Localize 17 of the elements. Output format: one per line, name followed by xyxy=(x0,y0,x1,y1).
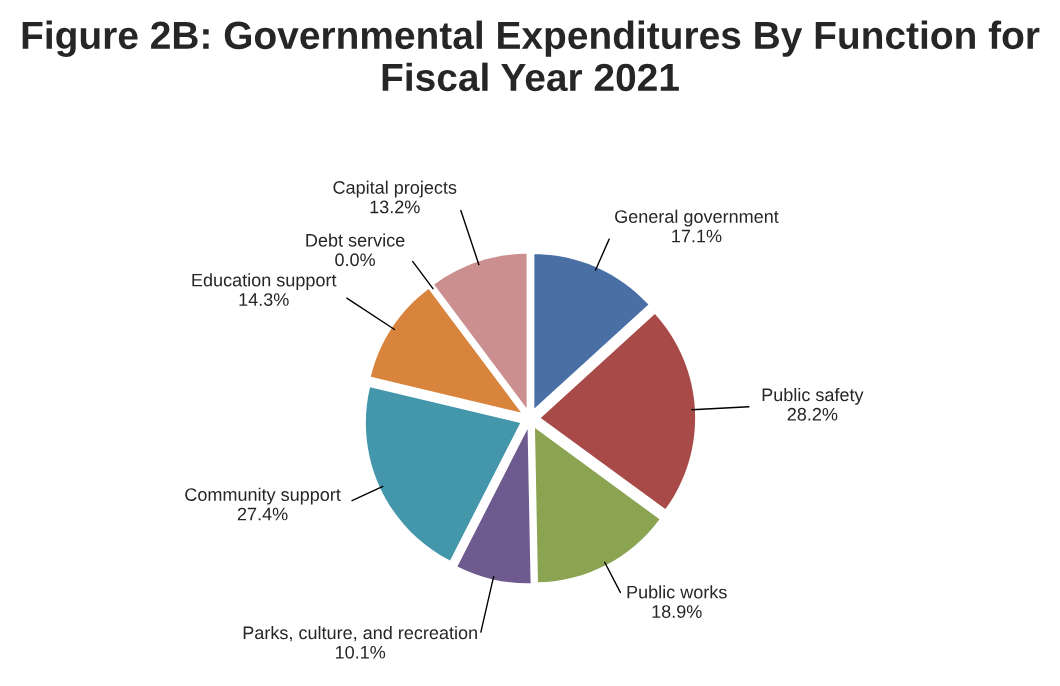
data-label: 17.1% xyxy=(672,229,722,243)
text: 0.0% xyxy=(335,253,375,267)
data-label: 13.2% xyxy=(370,200,420,214)
slice-label: Community support xyxy=(185,487,341,505)
slice-label: Education support xyxy=(192,273,337,291)
data-label: 28.2% xyxy=(787,407,838,421)
slice-label: Capital projects xyxy=(333,180,457,198)
data-label: 27.4% xyxy=(237,507,288,521)
chart-title: Figure 2B: Governmental Expenditures By Function for Fiscal Year 2021 xyxy=(22,20,1040,92)
slice-label: General government xyxy=(615,209,779,227)
slice-label: Public safety xyxy=(762,387,864,405)
data-label: 18.9% xyxy=(652,605,702,618)
data-label: 10.1% xyxy=(335,645,386,659)
slice-label: Parks, culture, and recreation xyxy=(243,625,477,642)
slice-label: Public works xyxy=(627,585,727,599)
data-label: 14.3% xyxy=(239,293,289,306)
category-label: Debt service xyxy=(306,233,405,247)
